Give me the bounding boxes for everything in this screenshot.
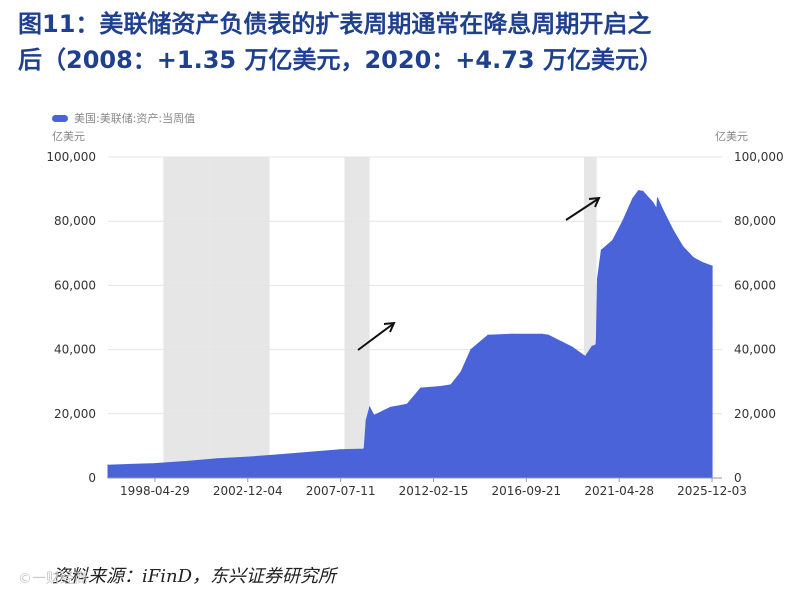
arrow-2008-head [383,321,396,333]
x-tick-label: 2016-09-21 [491,484,561,498]
data-point-38 [656,208,658,210]
data-point-33 [622,220,624,222]
data-point-9 [363,447,365,450]
data-point-44 [702,262,704,264]
right-y-tick-label: 20,000 [734,407,776,421]
x-ticks: 1998-04-29 2002-12-04 2007-07-11 2012-02-15… [120,478,747,498]
source-note: 资料来源：iFinD，东兴证券研究所 [52,566,337,587]
x-tick-label: 2021-04-28 [584,484,654,498]
shaded-period-1 [209,157,270,478]
data-point-30 [596,278,599,280]
data-point-19 [470,349,472,351]
chart-title: 图11：美联储资产负债表的扩表周期通常在降息周期开启之 后（2008：+1.35… [18,6,788,78]
data-point-13 [389,406,392,408]
right-y-tick-label: 40,000 [734,343,776,357]
data-point-45 [711,265,713,267]
left-axis-unit: 亿美元 [52,130,85,143]
data-point-3 [216,458,218,460]
right-y-tick-label: 60,000 [734,278,776,292]
data-point-6 [309,451,311,453]
data-point-0 [107,464,109,466]
left-y-tick-label: 40,000 [54,343,96,357]
arrow-2008 [357,323,394,351]
data-point-11 [369,406,371,408]
legend-label: 美国:美联储:资产:当周值 [74,112,196,125]
data-point-22 [541,333,543,335]
arrow-2020 [565,198,599,221]
data-point-2 [188,460,190,462]
x-tick-label: 2002-12-04 [213,484,283,498]
legend-swatch [52,114,68,122]
right-y-tick-label: 100,000 [734,150,784,164]
annotation-arrows [357,196,601,351]
left-y-tick-label: 20,000 [54,407,96,421]
title-line-2: 后（2008：+1.35 万亿美元，2020：+4.73 万亿美元） [18,46,663,74]
right-axis-unit: 亿美元 [715,130,748,143]
data-point-25 [584,356,587,358]
data-point-42 [682,246,684,248]
data-point-1 [154,462,156,465]
data-point-40 [662,209,664,211]
data-point-18 [460,371,462,373]
right-y-tick-label: 0 [734,471,742,485]
data-point-23 [547,334,549,336]
x-tick-label: 2025-12-03 [677,484,747,498]
data-point-43 [692,257,695,259]
left-y-tick-label: 80,000 [54,214,96,228]
data-point-27 [591,345,593,347]
data-point-28 [595,344,597,346]
data-point-4 [247,456,249,458]
right-y-tick-label: 80,000 [734,214,776,228]
data-point-32 [612,239,614,242]
x-tick-label: 2012-02-15 [399,484,469,498]
data-point-26 [586,353,588,356]
data-point-31 [600,249,602,251]
data-point-24 [571,346,573,348]
data-point-35 [637,190,640,192]
right-y-ticks: 0 20,000 40,000 60,000 80,000 100,000 [734,150,784,485]
data-point-10 [365,419,367,421]
data-point-21 [511,333,513,335]
left-y-tick-label: 100,000 [46,150,96,164]
data-point-36 [642,190,644,192]
data-point-7 [340,449,342,451]
x-tick-label: 1998-04-29 [120,484,190,498]
data-point-16 [440,385,442,388]
data-point-29 [595,339,597,341]
data-point-14 [406,403,408,405]
left-y-tick-label: 0 [88,471,96,485]
left-y-tick-label: 60,000 [54,278,96,292]
shaded-period-0 [163,157,210,478]
data-point-15 [420,387,422,389]
data-point-20 [487,334,489,336]
data-point-12 [373,414,375,417]
data-point-37 [652,201,654,204]
watermark: ©一财经商 [18,571,88,587]
arrow-2020-head [588,196,601,208]
title-line-1: 图11：美联储资产负债表的扩表周期通常在降息周期开启之 [18,10,652,38]
data-point-17 [450,384,452,386]
data-point-41 [672,230,674,232]
data-point-34 [632,198,634,200]
data-point-39 [656,197,659,199]
x-tick-label: 2007-07-11 [306,484,376,498]
data-point-5 [277,454,279,456]
left-y-ticks: 0 20,000 40,000 60,000 80,000 100,000 [46,150,96,485]
legend: 美国:美联储:资产:当周值 [52,110,195,126]
